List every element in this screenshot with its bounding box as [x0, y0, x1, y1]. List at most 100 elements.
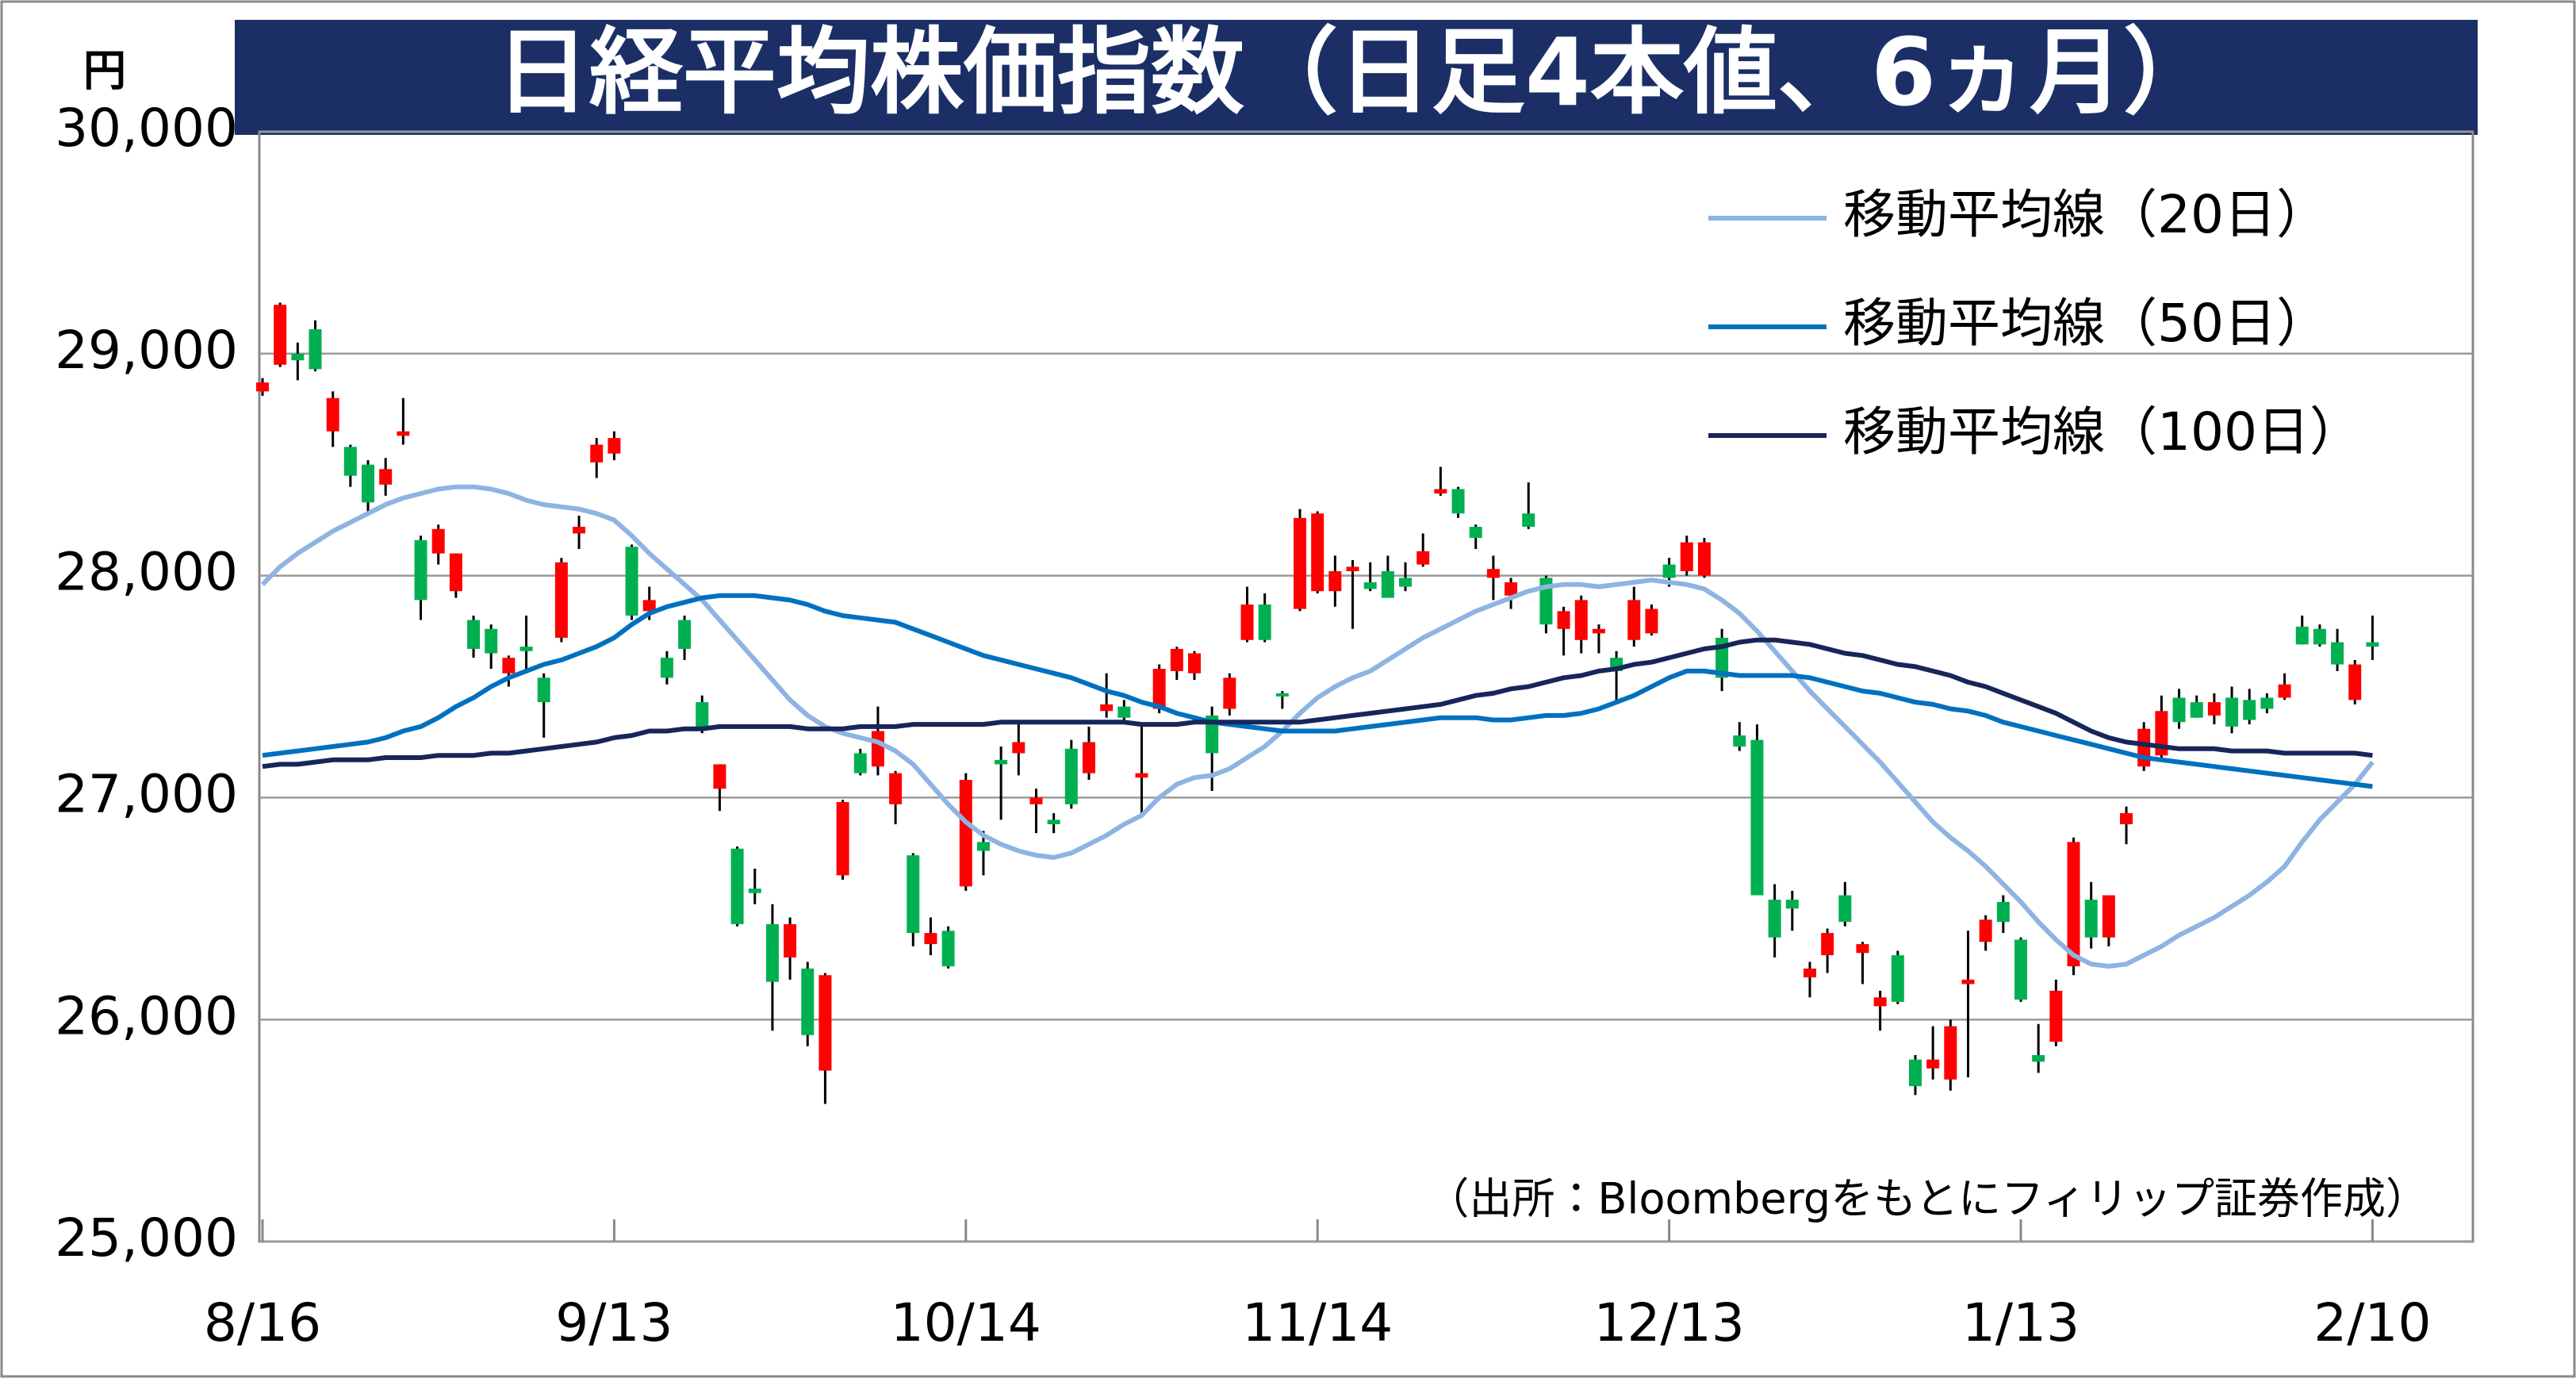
- candle-body: [853, 753, 867, 773]
- candle-body: [1082, 742, 1095, 773]
- candle-body: [1047, 820, 1060, 824]
- candle-body: [502, 658, 516, 674]
- candle-body: [1363, 582, 1377, 589]
- candle-body: [1803, 968, 1816, 978]
- candle-body: [1152, 669, 1166, 709]
- candle-body: [2032, 1054, 2045, 1062]
- candle-body: [1294, 517, 1307, 609]
- candle-body: [730, 848, 744, 924]
- candle-body: [1505, 582, 1518, 596]
- candle-body: [2331, 642, 2344, 665]
- candle-body: [1627, 600, 1641, 640]
- candle-body: [1662, 564, 1676, 578]
- candle-body: [1768, 900, 1781, 938]
- candle-body: [1891, 955, 1904, 1002]
- y-tick-label: 25,000: [55, 1207, 238, 1269]
- candle-body: [309, 329, 322, 370]
- y-unit: 円: [83, 46, 126, 96]
- candle-body: [2348, 664, 2362, 701]
- x-tick-label: 10/14: [891, 1292, 1041, 1353]
- candle-body: [1135, 773, 1148, 778]
- candle-body: [1434, 489, 1447, 494]
- candle-body: [2014, 939, 2027, 1000]
- x-tick-label: 8/16: [204, 1292, 321, 1353]
- candle-body: [748, 889, 761, 893]
- y-tick-label: 29,000: [55, 320, 238, 381]
- candle-body: [1311, 513, 1324, 592]
- candle-body: [274, 305, 287, 365]
- candle-body: [362, 464, 375, 503]
- ma-line: [262, 593, 2373, 789]
- candle-body: [1574, 600, 1588, 640]
- source-note: （出所：Bloombergをもとにフィリップ証券作成）: [1426, 1174, 2428, 1224]
- candle-body: [1029, 797, 1043, 804]
- candles: [256, 302, 2379, 1104]
- candle-body: [1064, 748, 1078, 804]
- candle-body: [696, 702, 709, 729]
- candle-body: [976, 842, 990, 851]
- candle-body: [660, 658, 673, 678]
- candle-body: [1381, 571, 1394, 598]
- candle-body: [1680, 542, 1693, 572]
- candle-body: [784, 923, 797, 958]
- ma-line: [260, 484, 2375, 969]
- candle-body: [573, 527, 586, 534]
- candle-body: [537, 677, 550, 703]
- candle-body: [1117, 706, 1131, 718]
- candle-body: [326, 397, 339, 432]
- candle-body: [1469, 527, 1482, 539]
- chart-title: 日経平均株価指数（日足4本値、6ヵ月）: [496, 17, 2217, 127]
- candle-body: [590, 444, 604, 463]
- ma-line: [262, 637, 2373, 770]
- candle-body: [2243, 700, 2256, 720]
- candle-body: [1592, 628, 1605, 634]
- candle-body: [765, 923, 779, 982]
- legend-label: 移動平均線（50日）: [1843, 293, 2329, 354]
- candle-body: [256, 382, 269, 392]
- candle-body: [2084, 900, 2098, 938]
- x-tick-label: 2/10: [2313, 1292, 2431, 1353]
- candle-body: [291, 353, 305, 361]
- candle-body: [836, 801, 849, 876]
- candle-body: [1170, 648, 1183, 671]
- candle-body: [1522, 513, 1535, 528]
- candle-body: [941, 931, 955, 967]
- candle-body: [1100, 704, 1114, 712]
- candle-body: [818, 975, 832, 1071]
- candle-body: [2366, 642, 2379, 647]
- candle-body: [2313, 628, 2326, 645]
- candle-body: [1223, 677, 1236, 709]
- candle-body: [2137, 728, 2151, 767]
- candle-body: [642, 600, 656, 612]
- candle-body: [467, 620, 481, 649]
- candle-body: [995, 759, 1008, 765]
- x-tick-label: 12/13: [1593, 1292, 1744, 1353]
- candle-body: [959, 780, 972, 887]
- candle-body: [2278, 684, 2291, 698]
- candle-body: [1926, 1059, 1940, 1069]
- candle-body: [1908, 1059, 1922, 1087]
- x-tick-label: 1/13: [1962, 1292, 2080, 1353]
- candle-body: [1240, 604, 1254, 640]
- candle-body: [1733, 735, 1746, 747]
- candle-body: [1346, 566, 1359, 572]
- candle-body: [449, 553, 462, 592]
- candle-body: [554, 562, 568, 638]
- candle-body: [1750, 739, 1764, 896]
- candle-body: [2067, 842, 2080, 967]
- candle-body: [2102, 895, 2115, 938]
- candle-body: [1451, 489, 1465, 514]
- candle-body: [1012, 742, 1025, 754]
- candle-body: [2295, 626, 2309, 645]
- candle-body: [625, 547, 638, 616]
- candle-body: [1996, 901, 2010, 923]
- candle-body: [889, 773, 903, 804]
- candle-body: [397, 431, 410, 436]
- candle-body: [1961, 979, 1975, 985]
- candle-body: [1821, 933, 1834, 956]
- y-tick-label: 28,000: [55, 542, 238, 603]
- candle-body: [1557, 611, 1570, 629]
- candle-body: [801, 968, 815, 1035]
